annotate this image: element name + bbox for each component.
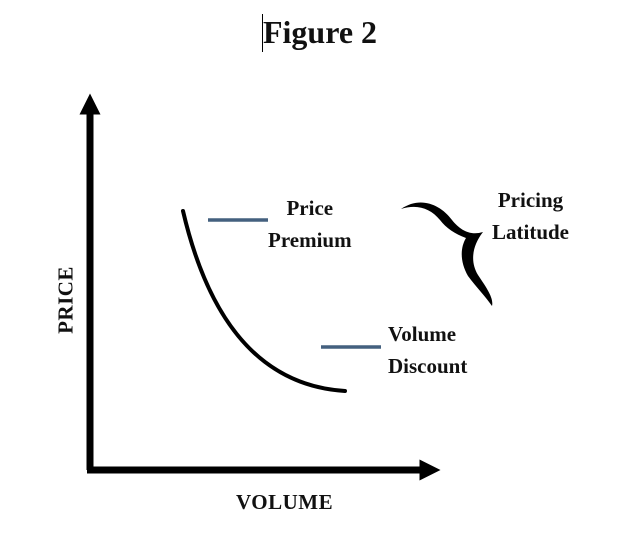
x-axis-label: VOLUME (236, 490, 334, 514)
price-premium-line-1: Price (286, 196, 334, 220)
volume-discount-line-1: Volume (388, 322, 457, 346)
figure-title: Figure 2 (262, 14, 378, 50)
volume-discount-label: Volume Discount (388, 318, 467, 382)
price-premium-line-2: Premium (268, 228, 352, 252)
pricing-latitude-brace (401, 202, 493, 306)
text-cursor (262, 14, 263, 52)
volume-discount-line-2: Discount (388, 354, 468, 378)
pricing-latitude-line-2: Latitude (492, 220, 570, 244)
pricing-latitude-label: Pricing Latitude (492, 184, 569, 248)
y-axis-label: PRICE (53, 266, 78, 334)
demand-curve (181, 209, 347, 393)
pricing-latitude-line-1: Pricing (497, 188, 564, 212)
price-premium-label: Price Premium (268, 192, 352, 256)
